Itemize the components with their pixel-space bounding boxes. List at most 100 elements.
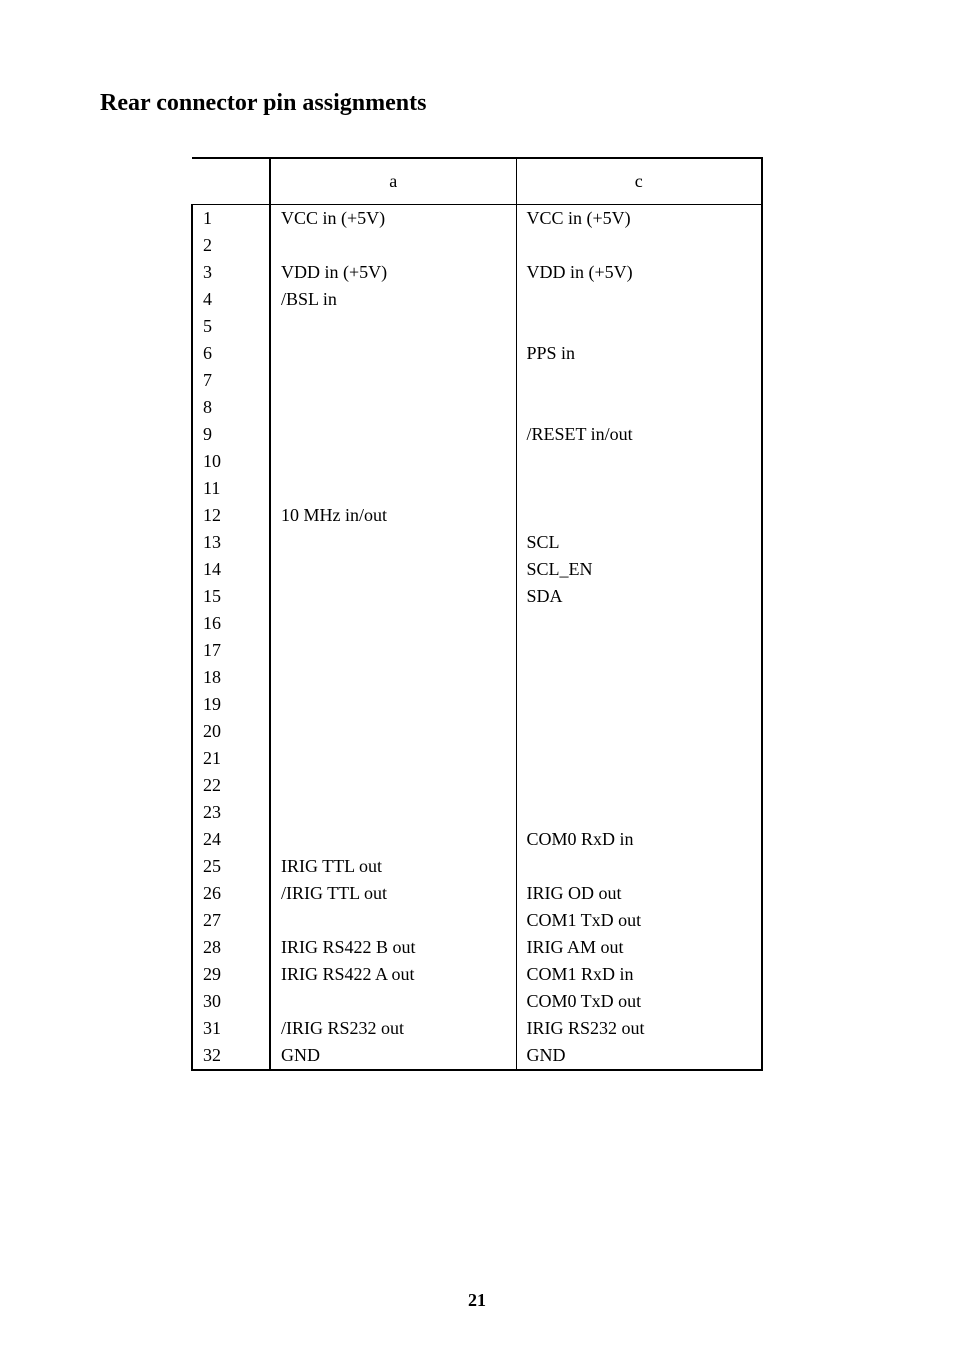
cell-c <box>516 502 762 529</box>
cell-a <box>270 610 516 637</box>
pin-number: 26 <box>192 880 270 907</box>
table-row: 1VCC in (+5V)VCC in (+5V) <box>192 205 762 233</box>
pin-number: 22 <box>192 772 270 799</box>
cell-c <box>516 475 762 502</box>
pin-number: 12 <box>192 502 270 529</box>
cell-a: /IRIG TTL out <box>270 880 516 907</box>
cell-a: IRIG RS422 B out <box>270 934 516 961</box>
cell-a: VCC in (+5V) <box>270 205 516 233</box>
pin-number: 15 <box>192 583 270 610</box>
page-number: 21 <box>0 1290 954 1311</box>
table-row: 10 <box>192 448 762 475</box>
table-header-row: a c <box>192 158 762 205</box>
pin-number: 30 <box>192 988 270 1015</box>
cell-a <box>270 718 516 745</box>
pin-number: 13 <box>192 529 270 556</box>
pin-number: 5 <box>192 313 270 340</box>
cell-c <box>516 448 762 475</box>
cell-c: IRIG RS232 out <box>516 1015 762 1042</box>
header-blank <box>192 158 270 205</box>
cell-a <box>270 745 516 772</box>
table-row: 13 SCL <box>192 529 762 556</box>
cell-a: /IRIG RS232 out <box>270 1015 516 1042</box>
pin-number: 31 <box>192 1015 270 1042</box>
pin-number: 1 <box>192 205 270 233</box>
table-row: 23 <box>192 799 762 826</box>
cell-a <box>270 448 516 475</box>
document-page: Rear connector pin assignments a c 1VCC … <box>0 0 954 1071</box>
header-col-a: a <box>270 158 516 205</box>
pin-number: 6 <box>192 340 270 367</box>
table-row: 9/RESET in/out <box>192 421 762 448</box>
pin-number: 2 <box>192 232 270 259</box>
table-row: 19 <box>192 691 762 718</box>
table-row: 16 <box>192 610 762 637</box>
cell-c: SCL <box>516 529 762 556</box>
table-body: 1VCC in (+5V)VCC in (+5V) 2 3VDD in (+5V… <box>192 205 762 1071</box>
cell-a <box>270 529 516 556</box>
table-row: 15 SDA <box>192 583 762 610</box>
pin-number: 27 <box>192 907 270 934</box>
cell-c <box>516 637 762 664</box>
pin-number: 24 <box>192 826 270 853</box>
cell-c: VCC in (+5V) <box>516 205 762 233</box>
cell-a: GND <box>270 1042 516 1070</box>
pin-number: 7 <box>192 367 270 394</box>
cell-c: IRIG OD out <box>516 880 762 907</box>
pin-number: 25 <box>192 853 270 880</box>
cell-a: VDD in (+5V) <box>270 259 516 286</box>
cell-c <box>516 691 762 718</box>
table-row: 14SCL_EN <box>192 556 762 583</box>
cell-c: COM1 TxD out <box>516 907 762 934</box>
table-row: 17 <box>192 637 762 664</box>
cell-c <box>516 772 762 799</box>
cell-a <box>270 772 516 799</box>
table-row: 5 <box>192 313 762 340</box>
pin-number: 18 <box>192 664 270 691</box>
table-row: 6 PPS in <box>192 340 762 367</box>
page-title: Rear connector pin assignments <box>100 90 854 117</box>
cell-c: COM1 RxD in <box>516 961 762 988</box>
cell-c: PPS in <box>516 340 762 367</box>
table-row: 29IRIG RS422 A outCOM1 RxD in <box>192 961 762 988</box>
cell-a <box>270 421 516 448</box>
cell-a <box>270 475 516 502</box>
table-row: 27 COM1 TxD out <box>192 907 762 934</box>
pin-number: 29 <box>192 961 270 988</box>
cell-a <box>270 907 516 934</box>
table-row: 25IRIG TTL out <box>192 853 762 880</box>
cell-a <box>270 313 516 340</box>
pin-number: 14 <box>192 556 270 583</box>
pin-number: 4 <box>192 286 270 313</box>
cell-a <box>270 826 516 853</box>
cell-a <box>270 394 516 421</box>
pin-number: 21 <box>192 745 270 772</box>
table-row: 30COM0 TxD out <box>192 988 762 1015</box>
pin-number: 20 <box>192 718 270 745</box>
cell-c <box>516 286 762 313</box>
cell-a: IRIG TTL out <box>270 853 516 880</box>
cell-a: IRIG RS422 A out <box>270 961 516 988</box>
cell-c <box>516 610 762 637</box>
cell-a <box>270 664 516 691</box>
table-row: 7 <box>192 367 762 394</box>
cell-a <box>270 988 516 1015</box>
cell-a <box>270 799 516 826</box>
table-row: 8 <box>192 394 762 421</box>
cell-a <box>270 637 516 664</box>
pin-number: 9 <box>192 421 270 448</box>
cell-a <box>270 583 516 610</box>
table-row: 22 <box>192 772 762 799</box>
cell-a <box>270 691 516 718</box>
pin-assignment-table: a c 1VCC in (+5V)VCC in (+5V) 2 3VDD in … <box>191 157 763 1071</box>
cell-c: SDA <box>516 583 762 610</box>
table-row: 18 <box>192 664 762 691</box>
cell-c <box>516 313 762 340</box>
cell-c: IRIG AM out <box>516 934 762 961</box>
table-row: 32GNDGND <box>192 1042 762 1070</box>
cell-c <box>516 718 762 745</box>
cell-c <box>516 664 762 691</box>
cell-c <box>516 853 762 880</box>
pin-number: 16 <box>192 610 270 637</box>
cell-a <box>270 232 516 259</box>
